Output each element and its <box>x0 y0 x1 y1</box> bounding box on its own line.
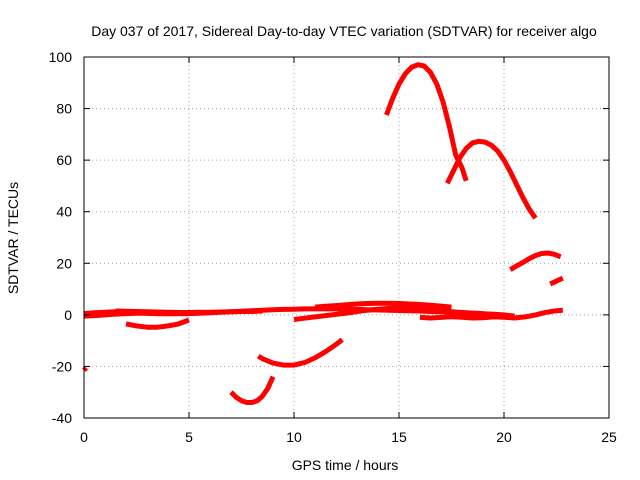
x-tick-label: 20 <box>496 429 512 445</box>
gridlines <box>84 57 609 418</box>
series-arc-8 <box>314 300 452 310</box>
series-arc-5 <box>229 375 276 405</box>
plot-frame <box>83 56 610 419</box>
series-arc-12 <box>509 250 562 272</box>
series-arc-3 <box>125 317 190 330</box>
y-tick-label: 40 <box>56 204 72 220</box>
axis-ticks <box>83 56 610 419</box>
chart-title: Day 037 of 2017, Sidereal Day-to-day VTE… <box>91 23 597 39</box>
y-tick-label: 0 <box>64 307 72 323</box>
x-tick-label: 0 <box>80 429 88 445</box>
data-series <box>82 62 564 405</box>
y-tick-label: 60 <box>56 152 72 168</box>
series-arc-6 <box>256 337 344 368</box>
series-arc-10 <box>445 138 538 220</box>
x-tick-label: 15 <box>391 429 407 445</box>
series-arc-4 <box>115 308 190 316</box>
x-axis-label: GPS time / hours <box>292 457 399 473</box>
y-tick-label: -40 <box>52 410 72 426</box>
y-tick-label: 100 <box>49 49 73 65</box>
series-arc-7 <box>293 305 484 322</box>
axis-tick-labels: 0 5 10 15 20 25 -40 -20 0 20 40 60 80 100 <box>49 49 617 445</box>
series-arc-13 <box>549 275 564 287</box>
x-tick-label: 5 <box>185 429 193 445</box>
x-tick-label: 10 <box>286 429 302 445</box>
series-arc-9 <box>384 62 469 182</box>
y-tick-label: 80 <box>56 101 72 117</box>
y-tick-label: 20 <box>56 255 72 271</box>
series-arc-11 <box>419 307 563 321</box>
x-tick-label: 25 <box>601 429 617 445</box>
y-axis-label: SDTVAR / TECUs <box>5 182 21 294</box>
y-tick-label: -20 <box>52 358 72 374</box>
